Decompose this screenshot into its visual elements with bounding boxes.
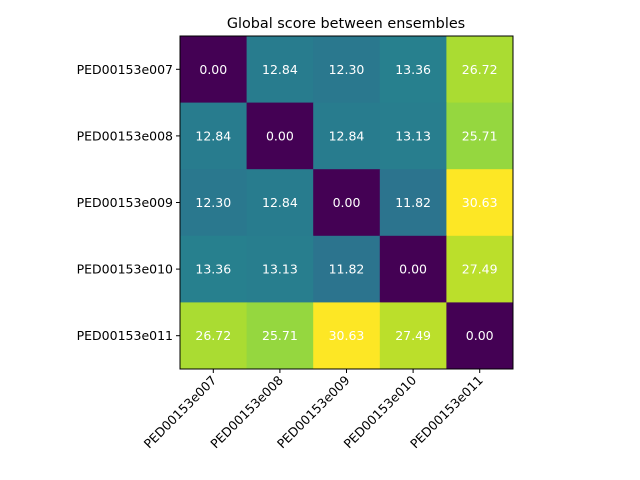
cell-value-label: 26.72 bbox=[195, 328, 231, 343]
heatmap-cell bbox=[180, 169, 248, 237]
heatmap-cell bbox=[313, 302, 381, 370]
y-tick-label: PED00153e009 bbox=[77, 195, 173, 210]
heatmap-cell bbox=[313, 235, 381, 303]
chart-title: Global score between ensembles bbox=[227, 16, 465, 32]
heatmap-cell bbox=[379, 36, 447, 104]
heatmap-cell bbox=[246, 36, 314, 104]
heatmap-cell bbox=[446, 302, 514, 370]
heatmap-cell bbox=[379, 302, 447, 370]
cell-value-label: 27.49 bbox=[462, 262, 498, 277]
y-tick-label: PED00153e011 bbox=[77, 328, 173, 343]
cell-value-label: 13.13 bbox=[262, 262, 298, 277]
y-tick-label: PED00153e007 bbox=[77, 62, 173, 77]
heatmap-cell bbox=[313, 102, 381, 170]
heatmap-cell bbox=[446, 235, 514, 303]
y-tick-label: PED00153e010 bbox=[77, 262, 173, 277]
cell-value-label: 11.82 bbox=[329, 262, 365, 277]
cell-value-label: 30.63 bbox=[329, 328, 365, 343]
heatmap-cell bbox=[446, 102, 514, 170]
cell-value-label: 0.00 bbox=[199, 62, 227, 77]
heatmap-cell bbox=[246, 235, 314, 303]
heatmap-cell bbox=[379, 169, 447, 237]
cell-value-label: 12.30 bbox=[329, 62, 365, 77]
cell-value-label: 13.13 bbox=[395, 128, 431, 143]
y-axis: PED00153e007 PED00153e008 PED00153e009 PED0… bbox=[77, 62, 180, 343]
cell-value-label: 12.30 bbox=[195, 195, 231, 210]
heatmap-cell bbox=[180, 235, 248, 303]
heatmap-cell bbox=[180, 302, 248, 370]
heatmap-cell bbox=[446, 169, 514, 237]
cell-value-label: 25.71 bbox=[462, 128, 498, 143]
cell-value-label: 12.84 bbox=[329, 128, 365, 143]
cell-value-label: 0.00 bbox=[266, 128, 294, 143]
cell-value-label: 0.00 bbox=[399, 262, 427, 277]
cell-value-label: 25.71 bbox=[262, 328, 298, 343]
cell-value-label: 30.63 bbox=[462, 195, 498, 210]
heatmap-cell bbox=[246, 102, 314, 170]
y-tick-label: PED00153e008 bbox=[77, 128, 173, 143]
heatmap-cell bbox=[246, 302, 314, 370]
heatmap-cell bbox=[180, 102, 248, 170]
cell-value-label: 0.00 bbox=[466, 328, 494, 343]
cell-value-label: 12.84 bbox=[195, 128, 231, 143]
heatmap-cells bbox=[180, 36, 514, 370]
cell-value-label: 13.36 bbox=[195, 262, 231, 277]
heatmap-cell bbox=[446, 36, 514, 104]
cell-value-label: 11.82 bbox=[395, 195, 431, 210]
heatmap-cell bbox=[313, 169, 381, 237]
heatmap-cell bbox=[379, 235, 447, 303]
cell-value-label: 0.00 bbox=[333, 195, 361, 210]
heatmap-cell bbox=[313, 36, 381, 104]
heatmap-cell bbox=[180, 36, 248, 104]
cell-value-label: 27.49 bbox=[395, 328, 431, 343]
cell-value-label: 12.84 bbox=[262, 195, 298, 210]
cell-value-labels: 0.00 12.84 12.30 13.36 26.72 12.84 0.00 12.84 13… bbox=[195, 62, 497, 343]
cell-value-label: 12.84 bbox=[262, 62, 298, 77]
heatmap-cell bbox=[379, 102, 447, 170]
cell-value-label: 13.36 bbox=[395, 62, 431, 77]
heatmap-cell bbox=[246, 169, 314, 237]
cell-value-label: 26.72 bbox=[462, 62, 498, 77]
